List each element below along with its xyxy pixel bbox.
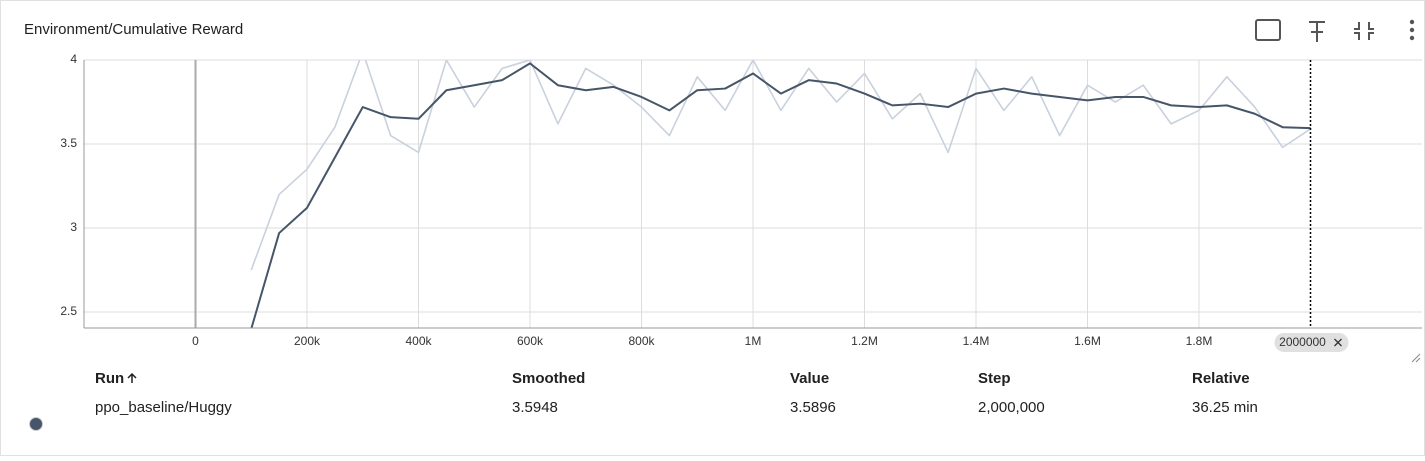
smoothed-line — [250, 62, 1311, 328]
run-color-dot — [29, 417, 43, 431]
raw-line — [250, 60, 1311, 271]
cell: 3.5896 — [790, 399, 836, 416]
sort-arrow[interactable] — [127, 372, 137, 383]
series-group — [250, 60, 1311, 328]
y-tick-label: 2.5 — [60, 304, 77, 318]
y-tick-label: 3.5 — [60, 136, 77, 150]
x-tick-label: 800k — [628, 334, 655, 348]
x-tick-label: 200k — [294, 334, 321, 348]
y-tick-label: 3 — [70, 220, 77, 234]
x-tick-label: 1M — [745, 334, 762, 348]
collapse-button[interactable] — [1354, 22, 1374, 40]
chart-title: Environment/Cumulative Reward — [24, 21, 243, 38]
x-tick-label: 1.4M — [963, 334, 990, 348]
cell: 3.5948 — [512, 399, 558, 416]
x-tick-label: 1.2M — [851, 334, 878, 348]
column-header: Relative — [1192, 370, 1250, 387]
menu-button[interactable] — [1409, 19, 1415, 41]
cell: 36.25 min — [1192, 399, 1258, 416]
x-tick-label: 1.6M — [1074, 334, 1101, 348]
y-tick-label: 4 — [70, 52, 77, 66]
toolbar[interactable] — [1255, 19, 1415, 42]
pin-button[interactable] — [1309, 21, 1325, 42]
x-tick-label: 0 — [192, 334, 199, 348]
plot — [84, 59, 1422, 328]
table: Run Smoothed Value Step Relative ppo_baseline… — [29, 370, 1258, 431]
column-header: Run — [95, 370, 124, 387]
cell: 2,000,000 — [978, 399, 1045, 416]
resize-handle[interactable] — [1411, 353, 1421, 363]
x-tick-label: 1.8M — [1186, 334, 1213, 348]
column-header: Value — [790, 370, 829, 387]
fit-button[interactable] — [1255, 19, 1281, 41]
x-tick-label: 600k — [517, 334, 544, 348]
column-header: Step — [978, 370, 1011, 387]
cursor-label: 2000000 — [1279, 335, 1326, 349]
cursor-chip — [1274, 333, 1349, 352]
cursor-close — [1334, 338, 1342, 347]
x-tick-label: 400k — [405, 334, 432, 348]
cell: ppo_baseline/Huggy — [95, 399, 232, 416]
column-header: Smoothed — [512, 370, 585, 387]
